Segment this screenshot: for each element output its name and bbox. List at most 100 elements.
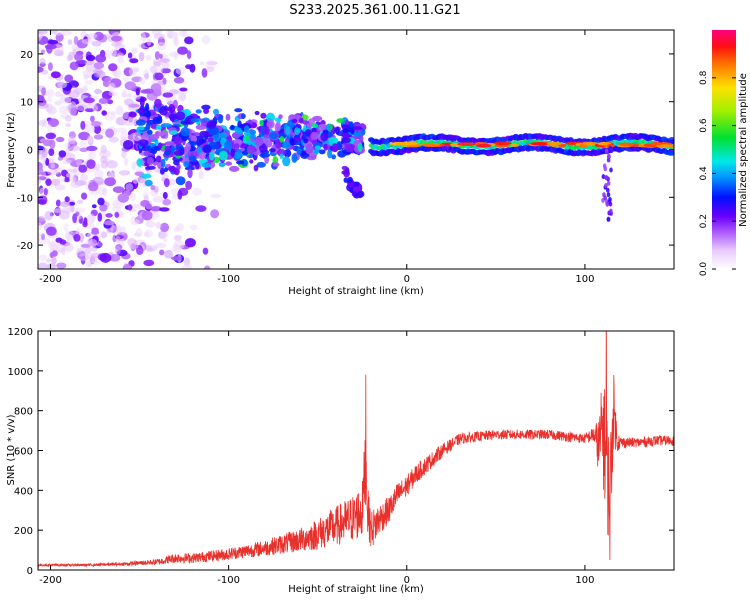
- heatmap-cell: [669, 150, 674, 156]
- heatmap-cell: [218, 150, 228, 161]
- heatmap-cell: [256, 161, 266, 168]
- heatmap-cell: [145, 165, 156, 170]
- heatmap-cell: [170, 145, 175, 155]
- heatmap-cell: [608, 201, 613, 207]
- heatmap-cell: [125, 183, 134, 192]
- heatmap-cell: [179, 87, 188, 92]
- heatmap-cell: [74, 53, 84, 61]
- heatmap-cell: [138, 51, 145, 62]
- heatmap-y-axis-label: Frequency (Hz): [6, 112, 17, 188]
- heatmap-cell: [148, 245, 158, 252]
- heatmap-cell: [43, 188, 48, 196]
- heatmap-cell: [59, 105, 69, 115]
- heatmap-cell: [607, 153, 611, 159]
- heatmap-cell: [72, 213, 77, 224]
- heatmap-cell: [55, 91, 62, 98]
- heatmap-cell: [81, 192, 88, 200]
- heatmap-cell: [145, 220, 156, 228]
- heatmap-cell: [204, 265, 211, 269]
- heatmap-cell: [254, 110, 260, 116]
- heatmap-cell: [75, 158, 82, 166]
- heatmap-cell: [164, 150, 171, 156]
- heatmap-cell: [123, 157, 129, 167]
- heatmap-cell: [38, 232, 42, 241]
- heatmap-cell: [127, 204, 133, 211]
- heatmap-cell: [603, 195, 607, 201]
- snr-y-tick-label: 1200: [8, 327, 33, 338]
- heatmap-cell: [303, 138, 309, 144]
- heatmap-cell: [159, 222, 170, 233]
- heatmap-cell: [109, 253, 121, 262]
- colorbar-ticks: 0.0 0.2 0.4 0.6 0.8: [699, 70, 736, 276]
- heatmap-cell: [93, 134, 104, 140]
- heatmap-cell: [201, 35, 211, 45]
- heatmap-cell: [45, 258, 52, 263]
- heatmap-cell: [175, 143, 184, 151]
- heatmap-cell: [650, 142, 662, 146]
- heatmap-cell: [163, 237, 168, 243]
- heatmap-cell: [312, 115, 323, 122]
- heatmap-cell: [64, 122, 72, 127]
- heatmap-cell: [212, 156, 221, 163]
- heatmap-cell: [84, 107, 95, 113]
- heatmap-cell: [91, 40, 102, 47]
- heatmap-cell: [44, 210, 53, 221]
- heatmap-cell: [65, 115, 72, 122]
- heatmap-cell: [168, 104, 176, 114]
- heatmap-cell: [184, 166, 196, 171]
- heatmap-cell: [233, 151, 242, 160]
- heatmap-cell: [336, 118, 345, 123]
- heatmap-cell: [45, 132, 57, 140]
- heatmap-cell: [185, 64, 192, 70]
- heatmap-cell: [176, 163, 181, 170]
- heatmap-cell: [115, 105, 124, 116]
- heatmap-cell: [123, 190, 131, 196]
- heatmap-cell: [160, 158, 166, 168]
- heatmap-cell: [173, 77, 185, 84]
- snr-x-tick-label: -200: [39, 575, 62, 586]
- heatmap-cell: [88, 190, 98, 196]
- heatmap-cell: [276, 148, 286, 157]
- heatmap-cell: [327, 149, 333, 159]
- heatmap-cell: [274, 117, 280, 122]
- heatmap-cell: [38, 102, 49, 109]
- heatmap-cell: [510, 143, 519, 147]
- heatmap-cell: [266, 112, 275, 123]
- heatmap-cell: [93, 31, 104, 41]
- heatmap-cell: [81, 38, 94, 45]
- colorbar-tick-label: 0.6: [699, 118, 709, 133]
- heatmap-cell: [97, 212, 103, 222]
- heatmap-cell: [175, 176, 186, 186]
- heatmap-cell: [143, 88, 154, 94]
- heatmap-cell: [146, 38, 152, 46]
- heatmap-cell: [259, 119, 264, 127]
- heatmap-cell: [199, 61, 205, 66]
- heatmap-cell: [87, 135, 93, 143]
- heatmap-cell: [201, 68, 208, 78]
- heatmap-cell: [136, 158, 143, 167]
- heatmap-cell: [116, 224, 122, 235]
- heatmap-cell: [160, 123, 172, 128]
- heatmap-cell: [51, 257, 57, 264]
- heatmap-cell: [124, 81, 136, 91]
- heatmap-cell: [79, 140, 88, 148]
- heatmap-cell: [235, 127, 242, 135]
- heatmap-cell: [92, 260, 100, 265]
- heatmap-cell: [135, 88, 140, 96]
- heatmap-cell: [601, 174, 606, 180]
- heatmap-cell: [341, 165, 348, 171]
- heatmap-cell: [289, 137, 295, 146]
- heatmap-cell: [154, 72, 164, 81]
- heatmap-cell: [136, 227, 143, 238]
- heatmap-cell: [56, 136, 65, 143]
- heatmap-cell: [141, 134, 149, 140]
- heatmap-cell: [213, 108, 220, 116]
- heatmap-cell: [218, 132, 227, 140]
- heatmap-cell: [168, 165, 175, 173]
- heatmap-cell: [195, 109, 202, 114]
- chart-title: S233.2025.361.00.11.G21: [289, 3, 460, 18]
- heatmap-cell: [225, 161, 233, 166]
- heatmap-cell: [306, 123, 313, 128]
- heatmap-cell: [357, 142, 363, 153]
